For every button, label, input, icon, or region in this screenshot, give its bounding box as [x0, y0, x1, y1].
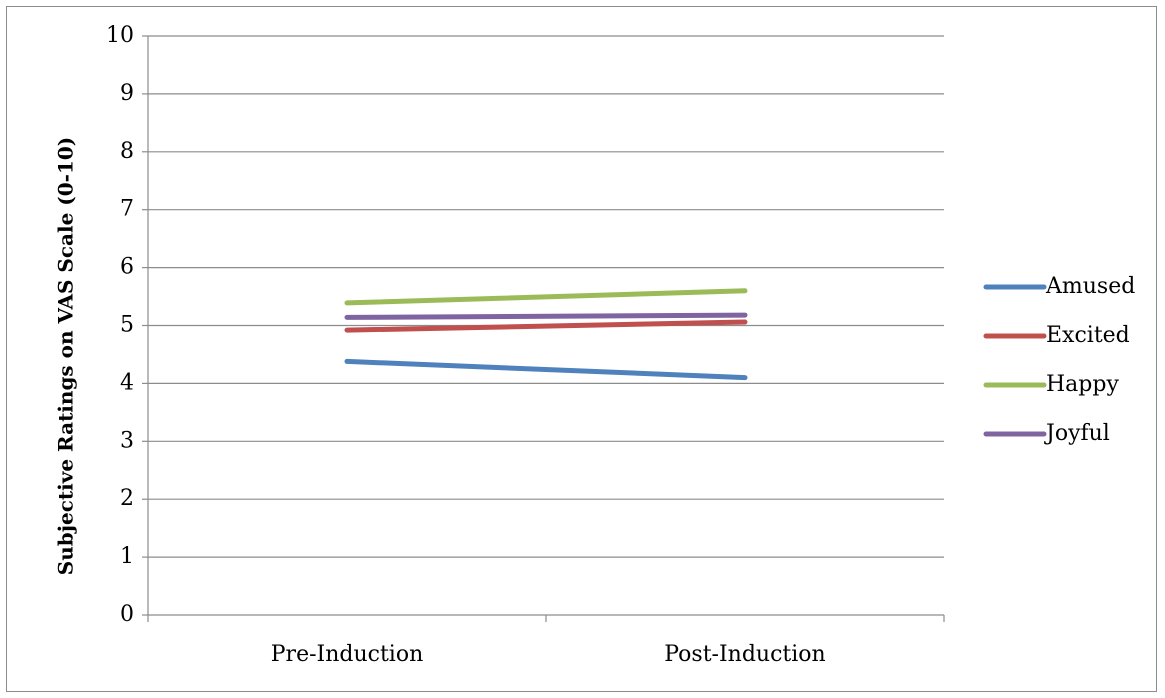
y-tick-label: 8 — [120, 139, 134, 164]
y-tick-label: 4 — [120, 370, 134, 395]
legend-label-joyful: Joyful — [1044, 421, 1110, 446]
legend-label-excited: Excited — [1046, 323, 1130, 348]
y-tick-label: 9 — [120, 81, 134, 106]
legend-label-amused: Amused — [1045, 274, 1135, 299]
series-line-excited — [344, 319, 748, 333]
y-tick-label: 0 — [120, 602, 134, 627]
series-lines — [344, 288, 748, 381]
y-tick-label: 1 — [120, 544, 134, 569]
axes: 0 1 2 3 4 5 6 7 8 9 10 Pre-Induction Post-Induction — [106, 23, 945, 667]
x-tick-label: Post-Induction — [664, 642, 825, 667]
y-tick-label: 5 — [120, 313, 134, 338]
gridlines — [148, 35, 944, 558]
y-tick-label: 10 — [106, 23, 134, 48]
series-line-amused — [344, 358, 748, 381]
y-axis-label: Subjective Ratings on VAS Scale (0-10) — [54, 137, 78, 575]
legend: Amused Excited Happy Joyful — [983, 274, 1135, 446]
series-line-happy — [344, 288, 748, 306]
y-tick-label: 7 — [120, 197, 134, 222]
legend-label-happy: Happy — [1046, 372, 1119, 397]
x-tick-label: Pre-Induction — [271, 642, 424, 667]
chart-frame — [6, 6, 1157, 692]
series-line-joyful — [344, 312, 748, 320]
y-tick-label: 3 — [120, 428, 134, 453]
y-tick-label: 2 — [120, 486, 134, 511]
y-tick-label: 6 — [120, 255, 134, 280]
